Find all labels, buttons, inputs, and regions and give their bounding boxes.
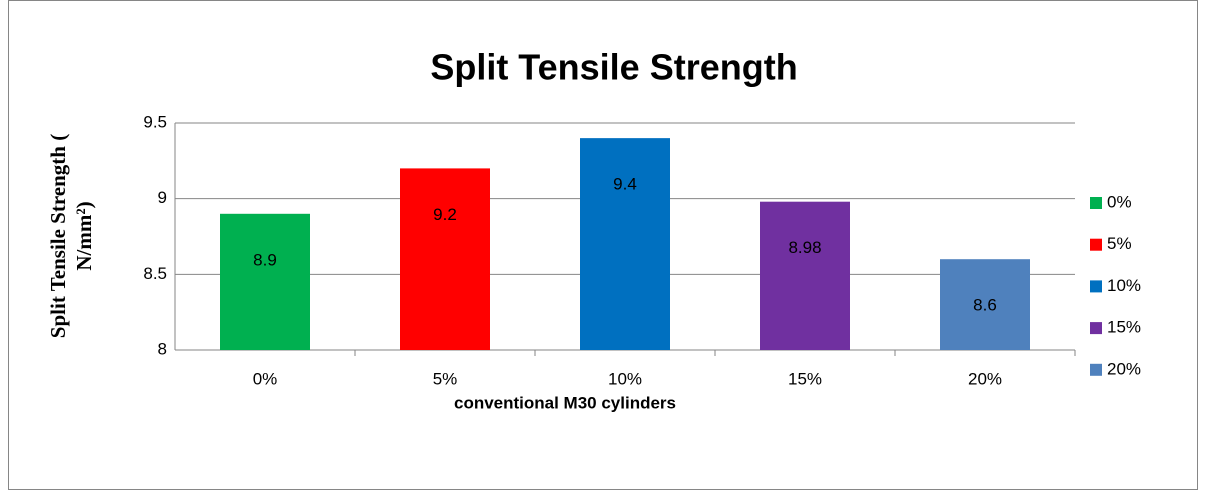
x-tick-label: 10% (608, 369, 642, 388)
bar (400, 168, 490, 350)
y-axis-label: Split Tensile Strength ( N/mm²) (46, 134, 96, 338)
data-label: 9.4 (613, 175, 637, 194)
y-tick-label: 8 (158, 339, 167, 358)
legend-swatch (1090, 197, 1102, 209)
legend-swatch (1090, 322, 1102, 335)
bar (220, 213, 310, 350)
bar (580, 138, 670, 350)
data-label: 9.2 (433, 205, 457, 224)
data-label: 8.98 (788, 238, 821, 257)
data-label: 8.6 (973, 296, 997, 315)
y-axis-label-line: Split Tensile Strength ( (46, 134, 70, 338)
data-label: 8.9 (253, 250, 277, 269)
legend-label: 5% (1107, 234, 1132, 253)
legend-swatch (1090, 363, 1102, 376)
bar (760, 201, 850, 350)
legend-label: 15% (1107, 318, 1141, 337)
chart-title: Split Tensile Strength (430, 47, 797, 88)
x-tick-label: 15% (788, 369, 822, 388)
legend-label: 10% (1107, 276, 1141, 295)
x-tick-label: 0% (253, 369, 278, 388)
y-tick-label: 9 (158, 188, 167, 207)
x-axis-label: conventional M30 cylinders (454, 393, 676, 412)
x-tick-label: 20% (968, 369, 1002, 388)
y-tick-label: 9.5 (143, 112, 167, 131)
x-tick-label: 5% (433, 369, 458, 388)
bar (940, 259, 1030, 350)
legend-swatch (1090, 280, 1102, 293)
legend-label: 0% (1107, 192, 1132, 211)
y-axis-label-line: N/mm²) (72, 201, 96, 270)
legend-swatch (1090, 238, 1102, 251)
y-tick-label: 8.5 (143, 264, 167, 283)
legend-label: 20% (1107, 359, 1141, 378)
